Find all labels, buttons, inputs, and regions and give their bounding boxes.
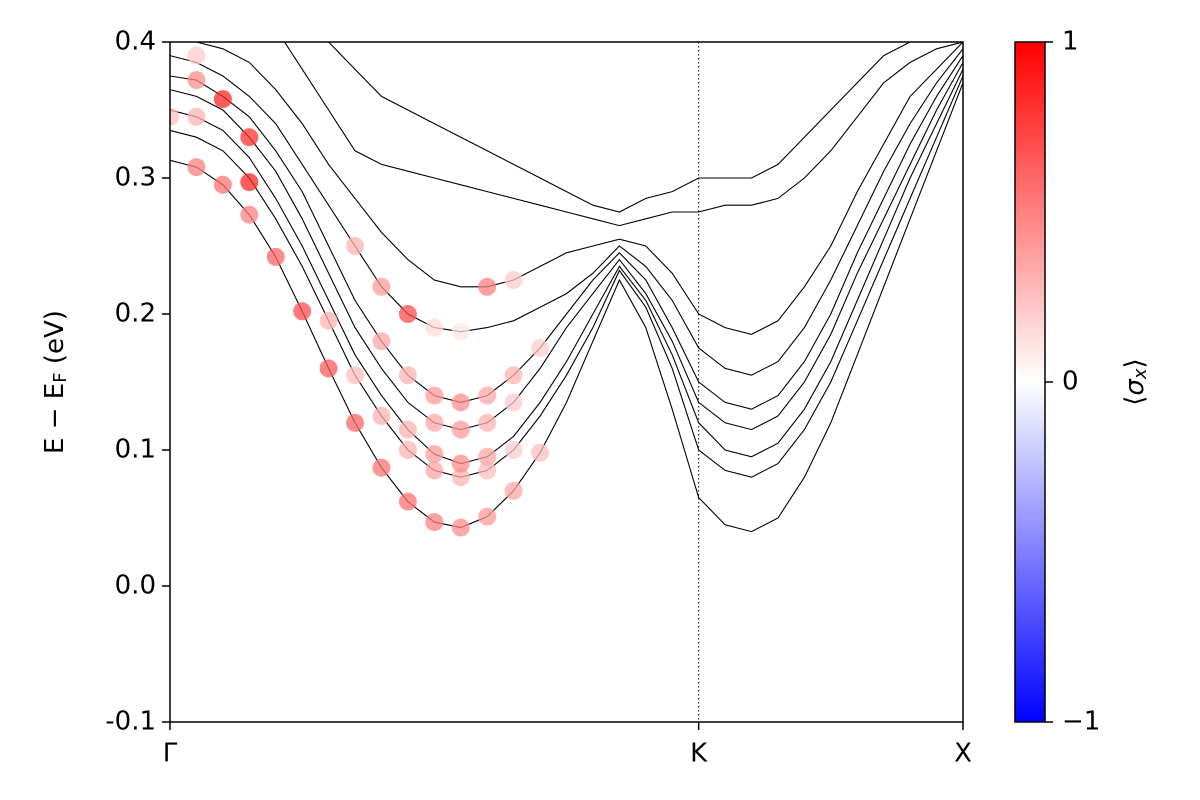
y-tick-label: 0.3 (115, 163, 156, 193)
spin-point (187, 107, 206, 126)
spin-point (398, 366, 417, 385)
spin-point (372, 458, 391, 477)
spin-point (504, 366, 523, 385)
band-line (170, 75, 963, 478)
spin-point (504, 441, 523, 459)
spin-point (398, 492, 417, 511)
spin-point (240, 173, 259, 192)
spin-point (531, 443, 550, 462)
spin-point (346, 237, 365, 255)
spin-point (319, 311, 338, 330)
spin-point (266, 247, 285, 266)
spin-point (398, 305, 417, 323)
spin-point (293, 302, 312, 321)
colorbar-tick-label: 0 (1062, 367, 1079, 397)
spin-point (478, 507, 497, 526)
x-tick-label: K (690, 739, 708, 769)
spin-point (398, 420, 417, 439)
cbar-label-part: ⟩ (1120, 358, 1150, 368)
spin-point (478, 386, 497, 405)
colorbar-tick-label: 1 (1062, 27, 1079, 57)
spin-point (504, 481, 523, 500)
spin-point (425, 513, 444, 532)
spin-point (425, 445, 444, 464)
y-tick-label: 0.0 (115, 571, 156, 601)
spin-point (213, 90, 232, 109)
plot-frame (169, 41, 964, 723)
y-tick-label: -0.1 (105, 707, 156, 737)
y-label-part: E − E (40, 383, 70, 454)
y-tick-label: 0.1 (115, 435, 156, 465)
spin-point (451, 322, 470, 341)
spin-point (451, 468, 470, 487)
spin-point (504, 271, 523, 289)
y-tick-label: 0.4 (115, 27, 156, 57)
y-label-part: (eV) (40, 310, 70, 372)
spin-point (187, 46, 206, 65)
band-line (170, 82, 963, 533)
spin-point (240, 128, 259, 147)
spin-point (478, 461, 497, 480)
band-line (170, 62, 963, 431)
spin-point (398, 441, 417, 459)
spin-point (240, 205, 259, 224)
cbar-label-subscript: x (1130, 368, 1151, 380)
plot-area (170, 42, 963, 722)
spin-point (372, 332, 391, 351)
spin-point (372, 277, 391, 296)
spin-point (531, 339, 550, 357)
spin-point (187, 71, 206, 90)
band-line (327, 42, 912, 213)
x-tick-label: X (954, 739, 972, 769)
spin-point (372, 407, 391, 425)
spin-point (451, 518, 470, 537)
colorbar-label: ⟨σx⟩ (1120, 358, 1152, 405)
spin-point (425, 461, 444, 480)
colorbar-tick-label: −1 (1062, 707, 1100, 737)
spin-point (451, 454, 470, 473)
band-line (170, 55, 963, 410)
band-line (170, 42, 963, 335)
spin-point (425, 386, 444, 405)
y-label-subscript: F (50, 372, 71, 382)
spin-point (451, 393, 470, 412)
spin-point (478, 447, 497, 466)
spin-point (213, 175, 232, 194)
spin-point (170, 107, 179, 126)
y-tick-label: 0.2 (115, 299, 156, 329)
band-line (170, 48, 963, 376)
spin-point (478, 277, 497, 296)
spin-point (425, 318, 444, 337)
cbar-label-part: ⟨ (1120, 396, 1150, 406)
spin-point (346, 413, 365, 432)
x-tick-label: Γ (163, 739, 178, 769)
band-line (170, 68, 963, 465)
spin-point (346, 366, 365, 385)
band-line (283, 42, 963, 227)
spin-point (187, 158, 206, 177)
spin-point (425, 413, 444, 432)
cbar-label-part: σ (1120, 378, 1150, 396)
y-axis-label: E − EF (eV) (40, 310, 72, 454)
colorbar (1014, 41, 1046, 723)
spin-point (478, 413, 497, 432)
spin-point (451, 420, 470, 439)
spin-point (504, 393, 523, 412)
spin-point (319, 359, 338, 378)
